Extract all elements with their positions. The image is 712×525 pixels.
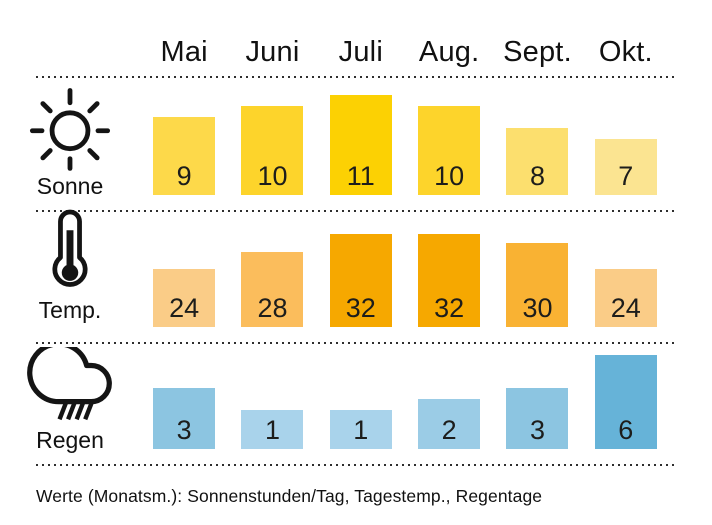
month-label-2: Juli: [338, 36, 383, 68]
temp-bar-cell-4: 30: [493, 243, 581, 327]
sonne-bar-value-1: 10: [257, 161, 288, 191]
regen-bar-value-5: 6: [618, 415, 634, 445]
regen-bar-value-2: 1: [353, 415, 369, 445]
months-header: Mai Juni Juli Aug. Sept. Okt.: [140, 0, 670, 76]
row-sonne: Sonne 9 10 11 10 8 7: [0, 78, 712, 210]
sonne-legend: Sonne: [0, 78, 140, 210]
regen-bar-cell-1: 1: [228, 410, 316, 449]
temp-bar-value-3: 32: [434, 293, 465, 323]
regen-bar-4: 3: [506, 388, 569, 449]
month-label-4: Sept.: [503, 36, 572, 68]
sonne-bar-cell-5: 7: [582, 139, 670, 195]
month-label-5: Okt.: [598, 36, 653, 68]
sonne-bar-4: 8: [506, 128, 569, 195]
sonne-bar-value-2: 11: [346, 161, 375, 191]
regen-bar-2: 1: [329, 410, 392, 449]
temp-bar-value-1: 28: [257, 293, 288, 323]
temp-bar-value-2: 32: [345, 293, 376, 323]
regen-bar-3: 2: [418, 399, 481, 449]
regen-bar-5: 6: [594, 355, 657, 449]
temp-legend: Temp.: [0, 209, 140, 342]
divider: [36, 76, 676, 78]
sonne-bar-0: 9: [153, 117, 216, 195]
thermometer-icon: [44, 207, 96, 295]
regen-bar-1: 1: [241, 410, 304, 449]
regen-bar-cell-2: 1: [317, 410, 405, 449]
temp-bar-2: 32: [329, 234, 392, 327]
temp-bar-value-5: 24: [610, 293, 641, 323]
sonne-label: Sonne: [36, 173, 104, 199]
temp-bar-cell-5: 24: [582, 269, 670, 327]
regen-bar-0: 3: [153, 388, 216, 449]
temp-bar-value-4: 30: [522, 293, 553, 323]
divider: [36, 342, 676, 344]
month-label-1: Juni: [245, 36, 300, 68]
temp-bar-cell-3: 32: [405, 234, 493, 327]
temp-bar-cell-1: 28: [228, 252, 316, 327]
footer-note: Werte (Monatsm.): Sonnenstunden/Tag, Tag…: [36, 486, 543, 506]
regen-bar-value-0: 3: [176, 415, 192, 445]
regen-bar-cell-3: 2: [405, 399, 493, 449]
row-regen: Regen 3 1 1 2 3 6: [0, 344, 712, 464]
sun-icon: [26, 87, 114, 171]
sonne-bar-5: 7: [594, 139, 657, 195]
sonne-bar-cell-2: 11: [317, 95, 405, 195]
sonne-bars: 9 10 11 10 8 7: [140, 78, 670, 210]
sonne-bar-1: 10: [241, 106, 304, 195]
temp-bar-cell-2: 32: [317, 234, 405, 327]
month-label-0: Mai: [160, 36, 208, 68]
temp-bar-5: 24: [594, 269, 657, 327]
regen-bar-cell-5: 6: [582, 355, 670, 449]
sonne-bar-2: 11: [329, 95, 392, 195]
sonne-bar-value-5: 7: [618, 161, 634, 191]
sonne-bar-cell-3: 10: [405, 106, 493, 195]
regen-bar-cell-0: 3: [140, 388, 228, 449]
regen-bar-value-4: 3: [529, 415, 545, 445]
regen-label: Regen: [36, 427, 104, 453]
regen-bar-cell-4: 3: [493, 388, 581, 449]
temp-bar-3: 32: [418, 234, 481, 327]
sonne-bar-value-4: 8: [529, 161, 545, 191]
sonne-bar-cell-4: 8: [493, 128, 581, 195]
temp-bar-1: 28: [241, 252, 304, 327]
month-label-3: Aug.: [418, 36, 480, 68]
regen-legend: Regen: [0, 344, 140, 464]
temp-label: Temp.: [38, 297, 102, 323]
sonne-bar-cell-1: 10: [228, 106, 316, 195]
temp-bar-cell-0: 24: [140, 269, 228, 327]
chart-body: Sonne 9 10 11 10 8 7 Temp. 24 28 32 32 30 24 Regen 3 1 1 2…: [0, 78, 712, 466]
temp-bars: 24 28 32 32 30 24: [140, 212, 670, 342]
regen-bars: 3 1 1 2 3 6: [140, 344, 670, 464]
divider: [36, 210, 676, 212]
temp-bar-0: 24: [153, 269, 216, 327]
divider: [36, 464, 676, 466]
sonne-bar-3: 10: [418, 106, 481, 195]
row-temp: Temp. 24 28 32 32 30 24: [0, 209, 712, 342]
regen-bar-value-1: 1: [264, 415, 280, 445]
temp-bar-4: 30: [506, 243, 569, 327]
sonne-bar-value-0: 9: [176, 161, 192, 191]
regen-bar-value-3: 2: [441, 415, 457, 445]
sonne-bar-cell-0: 9: [140, 117, 228, 195]
rain-cloud-icon: [24, 347, 116, 425]
sonne-bar-value-3: 10: [434, 161, 465, 191]
temp-bar-value-0: 24: [169, 293, 200, 323]
